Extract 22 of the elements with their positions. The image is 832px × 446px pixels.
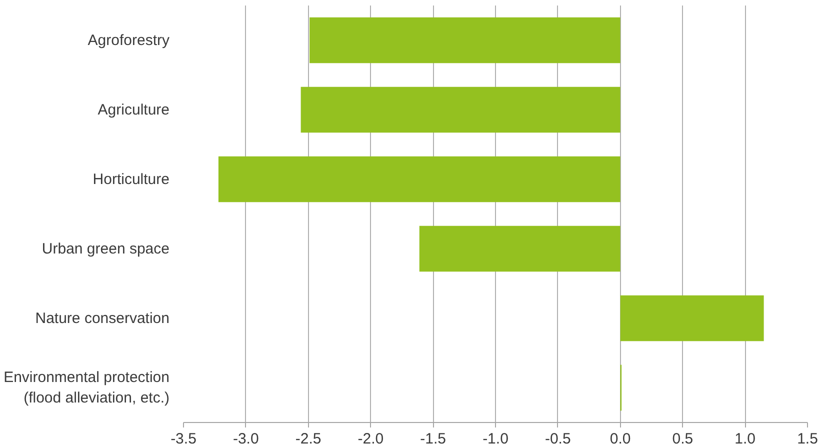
y-tick-label: Agriculture bbox=[98, 101, 170, 118]
x-tick-label: -2.0 bbox=[358, 430, 384, 446]
x-tick-label: -3.0 bbox=[232, 430, 259, 446]
x-tick-label: -1.5 bbox=[420, 430, 446, 446]
y-tick-label: Urban green space bbox=[42, 240, 170, 258]
bar bbox=[218, 156, 620, 202]
bar bbox=[419, 226, 620, 272]
y-tick-label: Environmental protection (flood alleviation, etc.) bbox=[4, 369, 170, 406]
x-tick-label: -2.5 bbox=[295, 430, 322, 446]
bar bbox=[300, 86, 620, 133]
x-tick-label: -0.5 bbox=[544, 430, 571, 446]
x-tick-label: 1.5 bbox=[797, 430, 818, 446]
y-tick-label: Nature conservation bbox=[35, 310, 170, 327]
x-tick-label: 0.5 bbox=[672, 430, 694, 446]
y-tick-label: Horticulture bbox=[92, 170, 170, 188]
x-tick-label: 1.0 bbox=[734, 430, 756, 446]
bar bbox=[620, 295, 764, 342]
bar bbox=[310, 17, 620, 64]
x-tick-label: -1.0 bbox=[482, 430, 508, 446]
x-tick-label: -3.5 bbox=[170, 430, 196, 446]
x-tick-label: 0.0 bbox=[610, 430, 631, 446]
y-tick-label: Agroforestry bbox=[88, 32, 170, 49]
